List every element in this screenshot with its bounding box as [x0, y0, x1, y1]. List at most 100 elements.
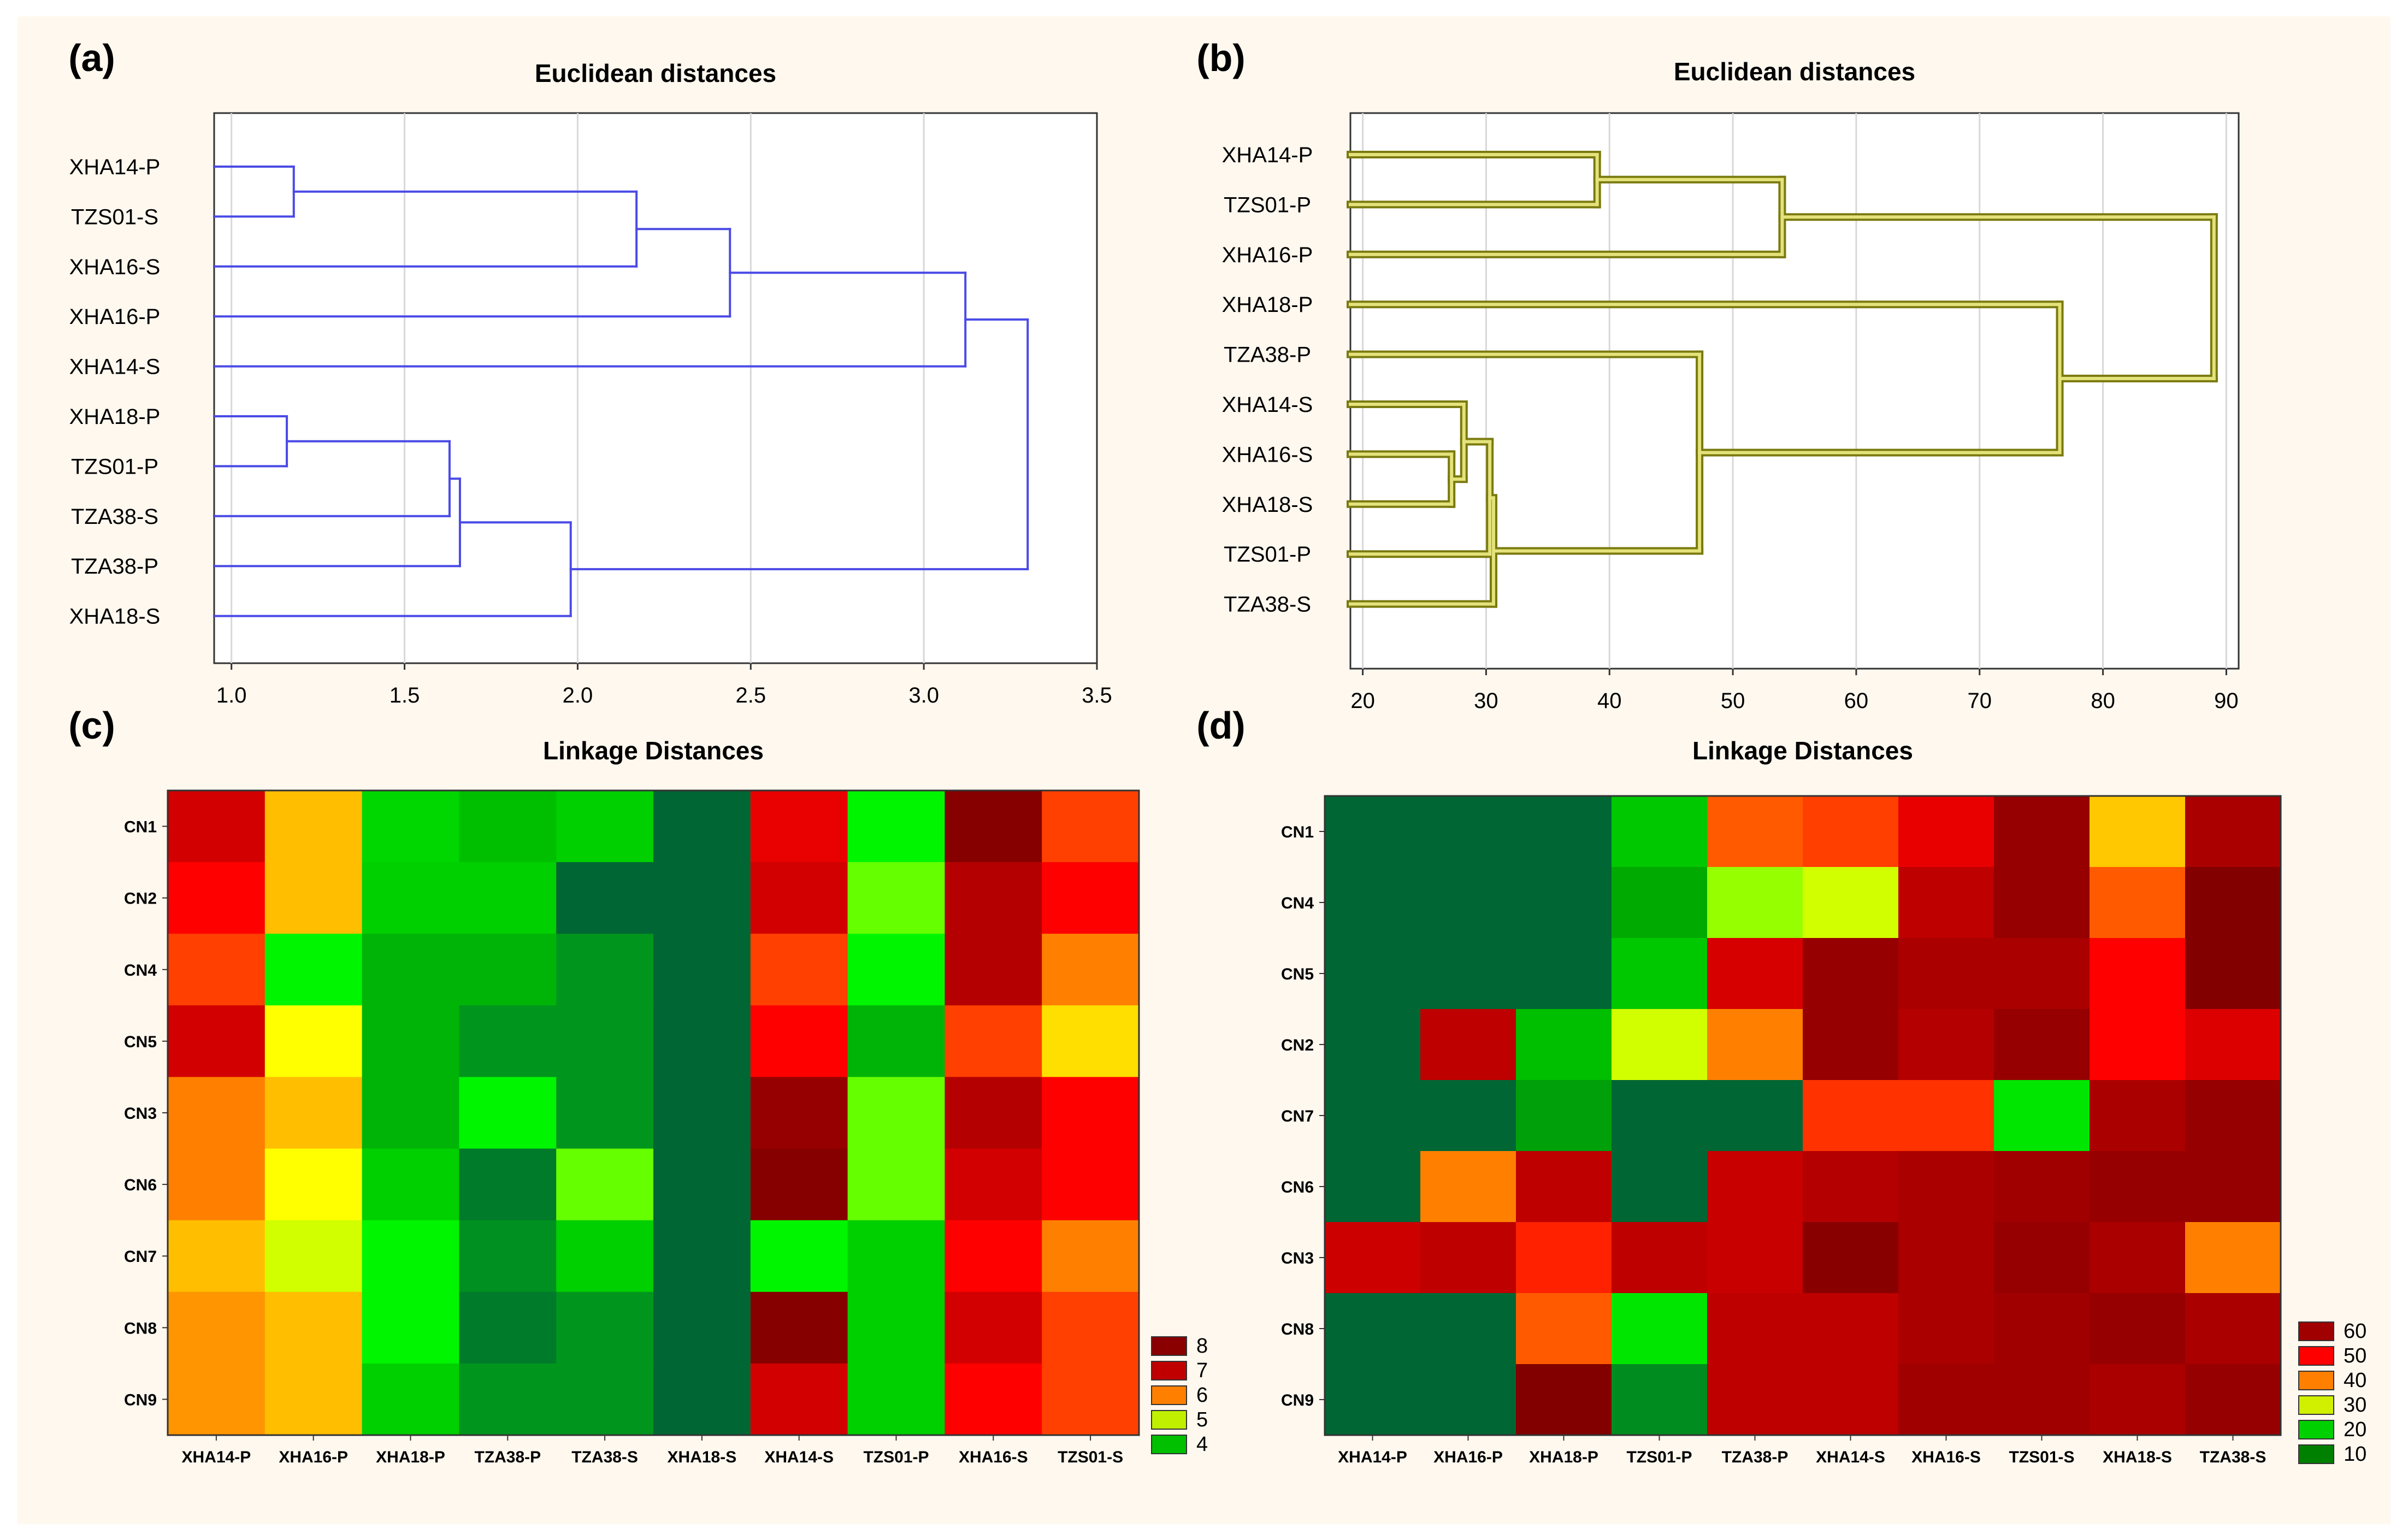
heatmap-cell: [847, 1220, 945, 1293]
heatmap-cell: [2090, 1293, 2186, 1365]
heatmap-cell: [1612, 867, 1708, 939]
row-label: CN8: [1281, 1320, 1314, 1338]
heatmap-cell: [847, 862, 945, 934]
heatmap-cell: [750, 1077, 848, 1149]
leaf-label: XHA14-P: [69, 155, 161, 179]
heatmap-cell: [556, 1291, 654, 1364]
heatmap-cell: [847, 1363, 945, 1436]
heatmap-cell: [264, 1148, 363, 1221]
heatmap-cell: [1803, 1080, 1899, 1152]
leaf-label: XHA16-P: [1222, 243, 1313, 267]
heatmap-cell: [264, 1220, 363, 1293]
heatmap-cell: [2185, 1080, 2281, 1152]
legend-swatch: [2298, 1321, 2334, 1341]
heatmap-cell: [1803, 796, 1899, 868]
leaf-label: XHA14-S: [69, 355, 161, 379]
x-tick-label: 90: [2214, 689, 2239, 713]
heatmap-cell: [1994, 867, 2090, 939]
heatmap-cell: [1042, 1291, 1140, 1364]
legend-label: 10: [2344, 1443, 2366, 1466]
heatmap-cell: [556, 934, 654, 1006]
heatmap-cell: [1898, 796, 1994, 868]
heatmap-cell: [1516, 1222, 1612, 1294]
heatmap-cell: [750, 1220, 848, 1293]
row-label: CN7: [1281, 1107, 1314, 1125]
heatmap-cell: [653, 1005, 751, 1078]
legend-label: 50: [2344, 1344, 2366, 1367]
heatmap-cell: [1325, 1080, 1421, 1152]
heatmap-cell: [2185, 1222, 2281, 1294]
row-label: CN2: [124, 890, 157, 908]
column-label: TZA38-S: [571, 1448, 638, 1466]
leaf-label: XHA16-S: [1222, 442, 1313, 467]
heatmap-cell: [653, 1148, 751, 1221]
column-label: XHA16-S: [1911, 1448, 1981, 1466]
row-label: CN1: [124, 818, 157, 836]
heatmap-cell: [2185, 938, 2281, 1010]
heatmap-cell: [1516, 1364, 1612, 1436]
row-label: CN6: [1281, 1178, 1314, 1196]
heatmap-cell: [1898, 1080, 1994, 1152]
heatmap-cell: [2090, 1080, 2186, 1152]
x-tick-label: 2.5: [735, 683, 766, 707]
row-label: CN7: [124, 1248, 157, 1266]
row-label: CN6: [124, 1176, 157, 1194]
heatmap-cell: [168, 1005, 265, 1078]
heatmap-cell: [168, 790, 265, 863]
legend-label: 20: [2344, 1418, 2366, 1441]
panel-label: (c): [68, 704, 115, 747]
heatmap-cell: [1994, 938, 2090, 1010]
heatmap-cell: [945, 790, 1042, 863]
heatmap-cell: [1420, 1009, 1516, 1081]
heatmap-cell: [556, 1363, 654, 1436]
heatmap-cell: [945, 1363, 1042, 1436]
legend-label: 8: [1196, 1335, 1208, 1358]
heatmap-cell: [362, 1363, 459, 1436]
heatmap-cell: [945, 1148, 1042, 1221]
row-label: CN1: [1281, 823, 1314, 841]
heatmap-cell: [1707, 1151, 1803, 1223]
heatmap-cell: [1707, 1009, 1803, 1081]
heatmap-cell: [362, 862, 459, 934]
heatmap-cell: [945, 934, 1042, 1006]
heatmap-cell: [1707, 796, 1803, 868]
heatmap-cell: [1898, 1009, 1994, 1081]
heatmap-cell: [362, 1220, 459, 1293]
x-tick-label: 1.0: [216, 683, 247, 707]
column-label: XHA16-S: [959, 1448, 1028, 1466]
heatmap-cell: [945, 1291, 1042, 1364]
heatmap-cell: [264, 1291, 363, 1364]
legend-swatch: [1151, 1435, 1187, 1454]
heatmap-cell: [264, 1363, 363, 1436]
heatmap-cell: [1042, 790, 1140, 863]
row-label: CN9: [1281, 1391, 1314, 1409]
heatmap-cell: [1325, 1151, 1421, 1223]
heatmap-cell: [1612, 1293, 1708, 1365]
row-label: CN3: [1281, 1249, 1314, 1267]
heatmap-cell: [1516, 1151, 1612, 1223]
legend-swatch: [2298, 1371, 2334, 1390]
heatmap-cell: [2185, 796, 2281, 868]
heatmap-cell: [459, 1148, 557, 1221]
column-label: TZA38-P: [474, 1448, 541, 1466]
column-label: XHA18-P: [1529, 1448, 1598, 1466]
heatmap-cell: [1803, 1293, 1899, 1365]
heatmap-cell: [1994, 1009, 2090, 1081]
heatmap-cell: [459, 1077, 557, 1149]
heatmap-cell: [847, 934, 945, 1006]
heatmap-cell: [1042, 934, 1140, 1006]
heatmap-cell: [362, 1005, 459, 1078]
heatmap-cell: [459, 934, 557, 1006]
column-label: XHA18-S: [2103, 1448, 2172, 1466]
heatmap-cell: [945, 862, 1042, 934]
heatmap-cell: [1898, 938, 1994, 1010]
heatmap-cell: [2090, 1009, 2186, 1081]
column-label: XHA18-S: [668, 1448, 737, 1466]
legend-label: 5: [1196, 1408, 1208, 1431]
legend-label: 40: [2344, 1369, 2366, 1392]
heatmap-cell: [264, 934, 363, 1006]
heatmap-cell: [459, 1363, 557, 1436]
heatmap-cell: [1325, 938, 1421, 1010]
heatmap-panel-d: (d) Linkage Distances CN1 CN4 CN5 CN2 CN7 CN6 CN…: [1196, 704, 2366, 1466]
panel-label: (a): [68, 37, 115, 79]
